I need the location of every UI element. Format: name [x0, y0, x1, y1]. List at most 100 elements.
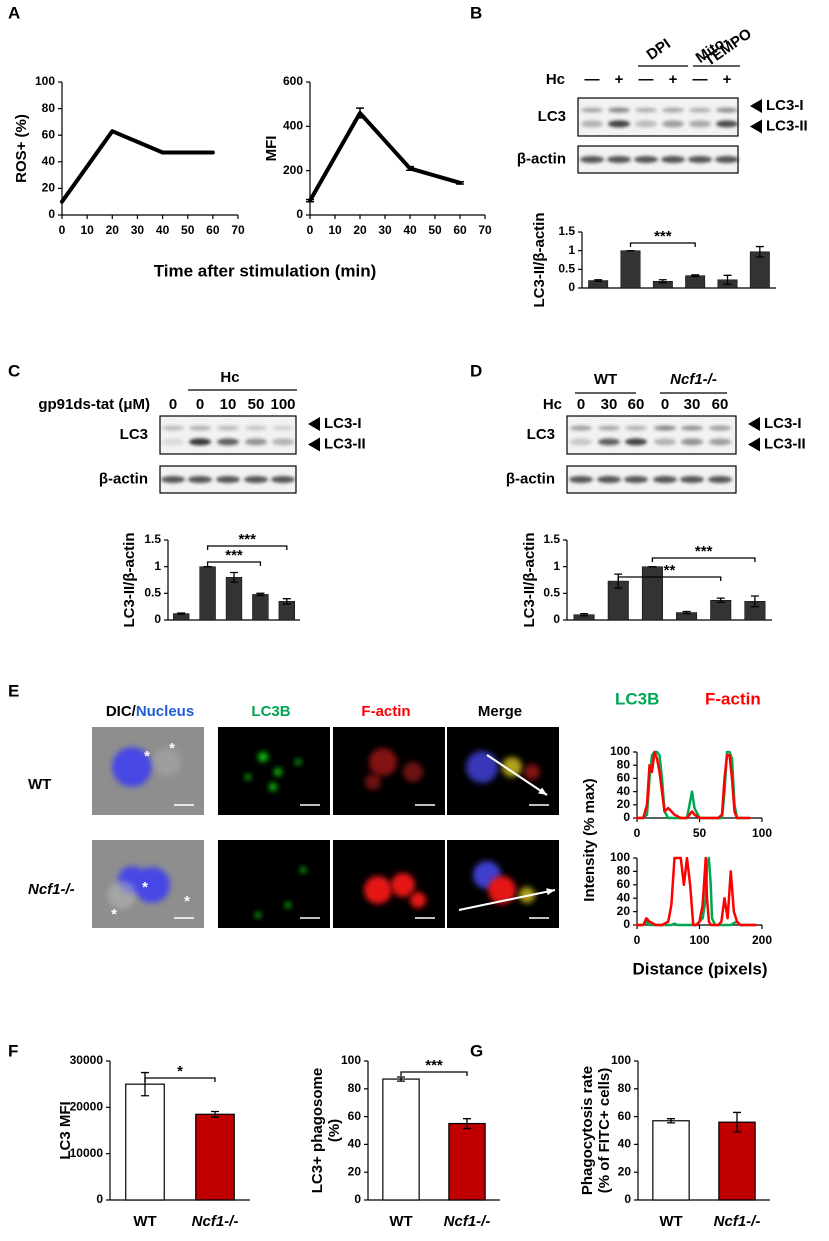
y-tick-label: 0: [624, 1192, 631, 1206]
panel-label: F: [8, 1041, 18, 1060]
row-label: Ncf1-/-: [28, 881, 75, 898]
row-label: WT: [28, 776, 51, 793]
error-bar: [463, 1118, 471, 1130]
x-tick-label: 20: [353, 223, 367, 237]
band: [245, 425, 267, 431]
cell-marker: *: [144, 748, 150, 765]
bar: [225, 577, 243, 621]
band: [244, 476, 268, 483]
band: [634, 156, 658, 163]
band: [217, 425, 239, 431]
significance-label: ***: [654, 228, 672, 245]
data-line: [60, 129, 215, 204]
band: [709, 425, 731, 431]
column-header: F-actin: [361, 703, 410, 720]
legend-label: LC3B: [615, 689, 659, 708]
cell-signal: [364, 876, 392, 904]
error-bar: [141, 1071, 149, 1097]
cell-signal: [488, 876, 516, 904]
lane-label: 50: [248, 396, 265, 413]
y-tick-label: 0: [623, 917, 630, 931]
y-tick-label: 0: [296, 207, 303, 221]
x-tick-label: 70: [478, 223, 492, 237]
y-tick-label: 80: [348, 1081, 362, 1095]
lane-label: 30: [601, 396, 618, 413]
y-tick-label: 80: [618, 1081, 632, 1095]
data-line: [308, 111, 462, 203]
y-tick-label: 40: [617, 784, 631, 798]
band-arrow: [308, 437, 320, 452]
column-header: DIC/Nucleus: [106, 703, 194, 720]
bar: [641, 566, 663, 621]
cell-marker: *: [111, 906, 117, 923]
significance-label: ***: [695, 543, 713, 560]
data-line: [635, 856, 757, 927]
x-tick-label: 10: [328, 223, 342, 237]
x-tick-label: WT: [133, 1213, 156, 1230]
y-tick-label: 20: [617, 797, 631, 811]
y-tick-label: 600: [283, 74, 303, 88]
bar: [448, 1122, 486, 1201]
column-header-part: DIC/: [106, 703, 137, 720]
band: [570, 425, 592, 431]
y-tick-label: 40: [618, 1137, 632, 1151]
y-tick-label: 0.5: [543, 586, 560, 600]
band: [624, 476, 648, 483]
error-bar: [456, 181, 464, 185]
y-axis-label: LC3-II/β-actin: [121, 533, 138, 628]
band: [581, 107, 603, 113]
bar: [652, 1120, 690, 1201]
y-tick-label: 20: [42, 181, 56, 195]
band: [217, 438, 239, 446]
y-tick-label: 0: [48, 207, 55, 221]
significance-bracket: [651, 557, 756, 562]
band: [680, 476, 704, 483]
x-tick-label: 70: [231, 223, 245, 237]
error-bar: [356, 107, 364, 119]
lane-label: —: [585, 71, 600, 88]
y-tick-label: 100: [610, 744, 630, 758]
x-tick-label: 0: [59, 223, 66, 237]
y-tick-label: 60: [42, 127, 56, 141]
row-label: LC3: [538, 108, 566, 125]
group-label: DPI: [644, 35, 674, 63]
x-tick-label: 50: [693, 826, 707, 840]
lane-label: 0: [661, 396, 669, 413]
error-bar: [306, 198, 314, 203]
cell-signal: [524, 764, 540, 780]
band: [625, 425, 647, 431]
profile-arrow: [458, 889, 556, 911]
band: [161, 476, 185, 483]
x-tick-label: 0: [634, 933, 641, 947]
blot-lc3: [159, 415, 297, 455]
band: [188, 476, 212, 483]
x-tick-label: 0: [634, 826, 641, 840]
band-label: LC3-I: [766, 97, 804, 114]
band-arrow: [308, 417, 320, 431]
significance-bracket: [617, 576, 722, 581]
significance-label: ***: [238, 531, 256, 548]
x-tick-label: 0: [307, 223, 314, 237]
x-axis-label: Time after stimulation (min): [154, 261, 377, 280]
bar: [382, 1078, 420, 1201]
profile-arrowhead: [538, 787, 547, 795]
row-label: β-actin: [506, 470, 555, 487]
treatment-label: Hc: [543, 396, 562, 413]
y-axis-label: (%): [326, 1119, 343, 1142]
band: [689, 107, 711, 113]
x-tick-label: 100: [689, 933, 709, 947]
legend-label: F-actin: [705, 689, 761, 708]
y-axis-label: Phagocytosis rate: [579, 1066, 596, 1195]
group-label: Ncf1-/-: [670, 371, 717, 388]
cell-signal: [502, 757, 522, 777]
cell-marker: *: [142, 879, 148, 896]
x-tick-label: 30: [378, 223, 392, 237]
x-tick-label: 40: [403, 223, 417, 237]
cell-signal: [112, 747, 152, 787]
y-axis-label: Intensity (% max): [581, 778, 598, 901]
cell-signal: [300, 867, 306, 873]
cell-signal: [285, 902, 291, 908]
row-label: LC3: [120, 426, 148, 443]
y-axis-label: LC3+ phagosome: [309, 1068, 326, 1193]
band: [608, 120, 630, 128]
